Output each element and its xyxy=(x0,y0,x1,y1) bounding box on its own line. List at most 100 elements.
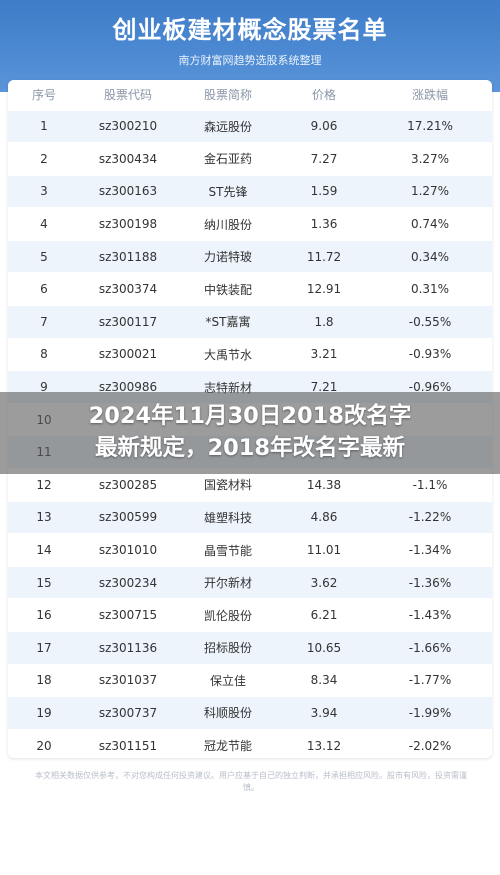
stock-change: 1.27% xyxy=(368,174,492,208)
header-band xyxy=(0,0,500,92)
stock-change: -1.99% xyxy=(368,696,492,730)
row-index: 15 xyxy=(8,565,80,599)
table-row: 1 sz300210 森远股份 9.06 17.21% xyxy=(8,109,492,143)
stock-code: sz301010 xyxy=(80,533,176,567)
stock-code: sz301037 xyxy=(80,663,176,697)
overlay-headline: 2024年11月30日2018改名字 最新规定，2018年改名字最新 xyxy=(0,400,500,464)
stock-name: 晶雪节能 xyxy=(176,533,280,567)
stock-price: 10.65 xyxy=(280,631,368,665)
stock-price: 7.27 xyxy=(280,142,368,176)
stock-price: 4.86 xyxy=(280,500,368,534)
stock-code: sz300210 xyxy=(80,109,176,143)
stock-change: -1.66% xyxy=(368,631,492,665)
stock-name: 森远股份 xyxy=(176,109,280,143)
row-index: 3 xyxy=(8,174,80,208)
stock-code: sz300234 xyxy=(80,565,176,599)
title-overlay-band xyxy=(0,392,500,474)
stock-change: -1.34% xyxy=(368,533,492,567)
row-index: 17 xyxy=(8,631,80,665)
stock-price: 11.72 xyxy=(280,239,368,273)
stock-name: 金石亚药 xyxy=(176,142,280,176)
stock-change: -0.55% xyxy=(368,305,492,339)
stock-code: sz300434 xyxy=(80,142,176,176)
stock-price: 1.36 xyxy=(280,207,368,241)
stock-name: 冠龙节能 xyxy=(176,728,280,758)
row-index: 5 xyxy=(8,239,80,273)
table-row: 19 sz300737 科顺股份 3.94 -1.99% xyxy=(8,696,492,730)
row-index: 6 xyxy=(8,272,80,306)
row-index: 2 xyxy=(8,142,80,176)
stock-name: 中铁装配 xyxy=(176,272,280,306)
stock-name: *ST嘉寓 xyxy=(176,305,280,339)
stock-change: 17.21% xyxy=(368,109,492,143)
stock-price: 9.06 xyxy=(280,109,368,143)
disclaimer-note: 本文相关数据仅供参考，不对您构成任何投资建议。用户应基于自己的独立判断，并承担相… xyxy=(35,771,467,792)
table-row: 20 sz301151 冠龙节能 13.12 -2.02% xyxy=(8,728,492,758)
row-index: 7 xyxy=(8,305,80,339)
stock-name: 大禹节水 xyxy=(176,337,280,371)
table-row: 17 sz301136 招标股份 10.65 -1.66% xyxy=(8,631,492,665)
table-row: 4 sz300198 纳川股份 1.36 0.74% xyxy=(8,207,492,241)
stock-price: 8.34 xyxy=(280,663,368,697)
stock-code: sz300198 xyxy=(80,207,176,241)
stock-code: sz300599 xyxy=(80,500,176,534)
table-row: 15 sz300234 开尔新材 3.62 -1.36% xyxy=(8,565,492,599)
table-row: 14 sz301010 晶雪节能 11.01 -1.34% xyxy=(8,533,492,567)
column-header-change: 涨跌幅 xyxy=(368,80,492,110)
stock-code: sz301151 xyxy=(80,728,176,758)
table-row: 13 sz300599 雄塑科技 4.86 -1.22% xyxy=(8,500,492,534)
stock-price: 12.91 xyxy=(280,272,368,306)
stock-change: -1.22% xyxy=(368,500,492,534)
stock-change: -1.43% xyxy=(368,598,492,632)
row-index: 4 xyxy=(8,207,80,241)
stock-price: 11.01 xyxy=(280,533,368,567)
stock-name: 科顺股份 xyxy=(176,696,280,730)
stock-code: sz300117 xyxy=(80,305,176,339)
stock-name: ST先锋 xyxy=(176,174,280,208)
stock-code: sz300737 xyxy=(80,696,176,730)
overlay-headline-line-2: 最新规定，2018年改名字最新 xyxy=(94,435,406,461)
overlay-headline-line-1: 2024年11月30日2018改名字 xyxy=(88,403,412,429)
stock-change: 0.74% xyxy=(368,207,492,241)
stock-name: 雄塑科技 xyxy=(176,500,280,534)
row-index: 14 xyxy=(8,533,80,567)
row-index: 8 xyxy=(8,337,80,371)
row-index: 13 xyxy=(8,500,80,534)
page-subtitle: 南方财富网趋势选股系统整理 xyxy=(178,54,322,67)
stock-code: sz300715 xyxy=(80,598,176,632)
column-header-price: 价格 xyxy=(280,80,368,110)
stock-code: sz300021 xyxy=(80,337,176,371)
stock-price: 3.62 xyxy=(280,565,368,599)
table-row: 3 sz300163 ST先锋 1.59 1.27% xyxy=(8,174,492,208)
stock-name: 招标股份 xyxy=(176,631,280,665)
stock-code: sz300374 xyxy=(80,272,176,306)
table-row: 16 sz300715 凯伦股份 6.21 -1.43% xyxy=(8,598,492,632)
stock-change: 0.34% xyxy=(368,239,492,273)
table-row: 7 sz300117 *ST嘉寓 1.8 -0.55% xyxy=(8,305,492,339)
stock-change: -2.02% xyxy=(368,728,492,758)
row-index: 16 xyxy=(8,598,80,632)
stock-name: 开尔新材 xyxy=(176,565,280,599)
column-header-name: 股票简称 xyxy=(176,80,280,110)
stock-price: 3.21 xyxy=(280,337,368,371)
row-index: 18 xyxy=(8,663,80,697)
column-header-index: 序号 xyxy=(8,80,80,110)
row-index: 20 xyxy=(8,728,80,758)
stock-price: 14.38 xyxy=(280,468,368,502)
stock-price: 3.94 xyxy=(280,696,368,730)
stock-code: sz301188 xyxy=(80,239,176,273)
table-row: 18 sz301037 保立佳 8.34 -1.77% xyxy=(8,663,492,697)
stock-price: 13.12 xyxy=(280,728,368,758)
stock-name: 保立佳 xyxy=(176,663,280,697)
table-row: 2 sz300434 金石亚药 7.27 3.27% xyxy=(8,142,492,176)
stock-code: sz301136 xyxy=(80,631,176,665)
row-index: 1 xyxy=(8,109,80,143)
stock-change: -1.77% xyxy=(368,663,492,697)
stock-change: -1.36% xyxy=(368,565,492,599)
stock-change: 3.27% xyxy=(368,142,492,176)
stock-name: 力诺特玻 xyxy=(176,239,280,273)
table-row: 5 sz301188 力诺特玻 11.72 0.34% xyxy=(8,239,492,273)
stock-change: 0.31% xyxy=(368,272,492,306)
stock-change: -0.93% xyxy=(368,337,492,371)
table-header-row: 序号 股票代码 股票简称 价格 涨跌幅 xyxy=(8,80,492,110)
